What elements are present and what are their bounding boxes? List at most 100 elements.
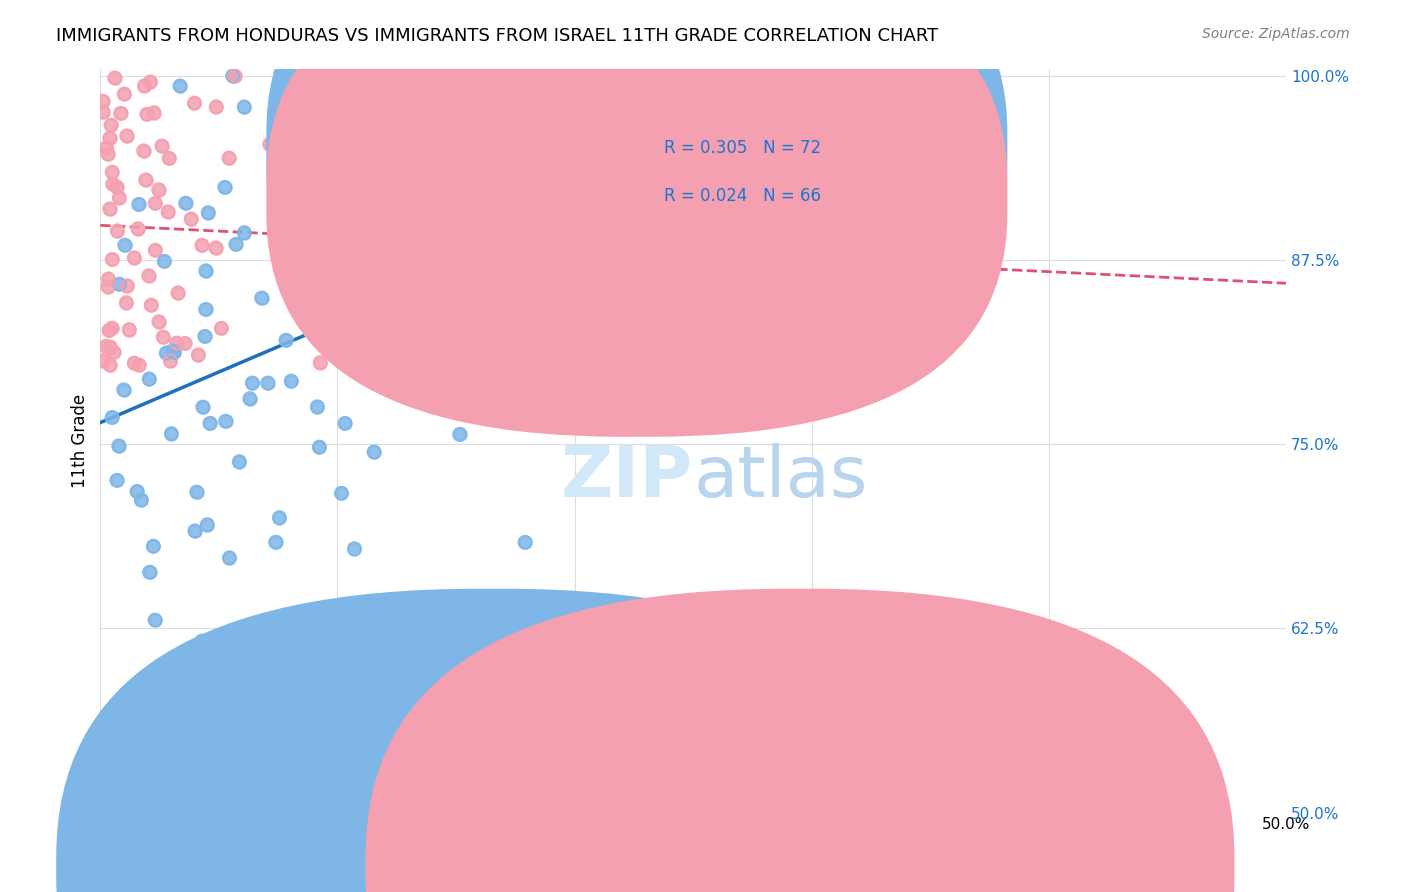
Text: ⬜ Immigrants from Israel: ⬜ Immigrants from Israel	[815, 863, 1004, 877]
Point	[195, 517, 218, 532]
Point	[98, 358, 121, 372]
Point	[97, 279, 120, 293]
Point	[363, 445, 385, 459]
Point	[195, 517, 218, 532]
Point	[333, 417, 356, 431]
Point	[893, 69, 915, 83]
Point	[101, 178, 124, 192]
Point	[214, 414, 236, 428]
Point	[163, 345, 186, 359]
Point	[157, 670, 180, 684]
Point	[180, 212, 202, 227]
Point	[122, 251, 145, 265]
Point	[160, 426, 183, 441]
Point	[191, 400, 214, 414]
Point	[169, 78, 191, 93]
Point	[204, 241, 226, 255]
Point	[242, 376, 264, 390]
Point	[166, 336, 188, 351]
Point	[94, 339, 117, 353]
Point	[142, 105, 165, 120]
Point	[269, 510, 291, 524]
Point	[191, 634, 214, 648]
Point	[194, 302, 217, 317]
Point	[135, 173, 157, 187]
Point	[307, 400, 329, 414]
Point	[112, 87, 135, 101]
Point	[143, 613, 166, 627]
Point	[138, 372, 160, 386]
Point	[838, 69, 860, 83]
Text: atlas: atlas	[693, 443, 868, 512]
Point	[513, 535, 536, 549]
Point	[122, 251, 145, 265]
Point	[221, 69, 243, 83]
Point	[173, 336, 195, 351]
Point	[209, 321, 232, 335]
Point	[225, 237, 247, 252]
Point	[304, 300, 326, 314]
Point	[440, 201, 463, 215]
Point	[115, 295, 138, 310]
Point	[183, 96, 205, 111]
Point	[143, 613, 166, 627]
Text: ZIP: ZIP	[561, 443, 693, 512]
Point	[138, 268, 160, 283]
Point	[148, 183, 170, 197]
Point	[205, 100, 228, 114]
Point	[190, 238, 212, 252]
Point	[269, 510, 291, 524]
Point	[101, 252, 124, 267]
Point	[513, 535, 536, 549]
Point	[122, 356, 145, 370]
Point	[104, 70, 127, 85]
Point	[309, 355, 332, 369]
Point	[274, 333, 297, 347]
Point	[159, 353, 181, 368]
Point	[128, 197, 150, 211]
Point	[333, 417, 356, 431]
Point	[204, 241, 226, 255]
Point	[125, 484, 148, 499]
Point	[125, 484, 148, 499]
Point	[97, 279, 120, 293]
Point	[893, 69, 915, 83]
Point	[259, 137, 281, 152]
Point	[169, 681, 191, 695]
Point	[218, 151, 240, 165]
Point	[101, 165, 124, 179]
Point	[280, 374, 302, 388]
Point	[290, 153, 312, 167]
Point	[269, 258, 291, 272]
Point	[160, 426, 183, 441]
Point	[276, 210, 298, 224]
Point	[184, 524, 207, 538]
Point	[101, 321, 124, 335]
Point	[100, 118, 122, 132]
Point	[138, 372, 160, 386]
Point	[127, 221, 149, 235]
Y-axis label: 11th Grade: 11th Grade	[72, 393, 89, 488]
Point	[471, 196, 494, 211]
Point	[96, 141, 118, 155]
Point	[150, 139, 173, 153]
Point	[155, 346, 177, 360]
Point	[103, 345, 125, 359]
Point	[250, 291, 273, 305]
Point	[332, 69, 354, 83]
Point	[98, 340, 121, 354]
Point	[173, 336, 195, 351]
Point	[110, 106, 132, 120]
Point	[98, 202, 121, 216]
Point	[330, 486, 353, 500]
Point	[228, 454, 250, 468]
Point	[141, 298, 163, 312]
Point	[101, 252, 124, 267]
Point	[98, 202, 121, 216]
Point	[484, 236, 506, 251]
Point	[838, 69, 860, 83]
Point	[91, 105, 114, 120]
Point	[194, 329, 217, 343]
Text: Source: ZipAtlas.com: Source: ZipAtlas.com	[1202, 27, 1350, 41]
Point	[225, 237, 247, 252]
